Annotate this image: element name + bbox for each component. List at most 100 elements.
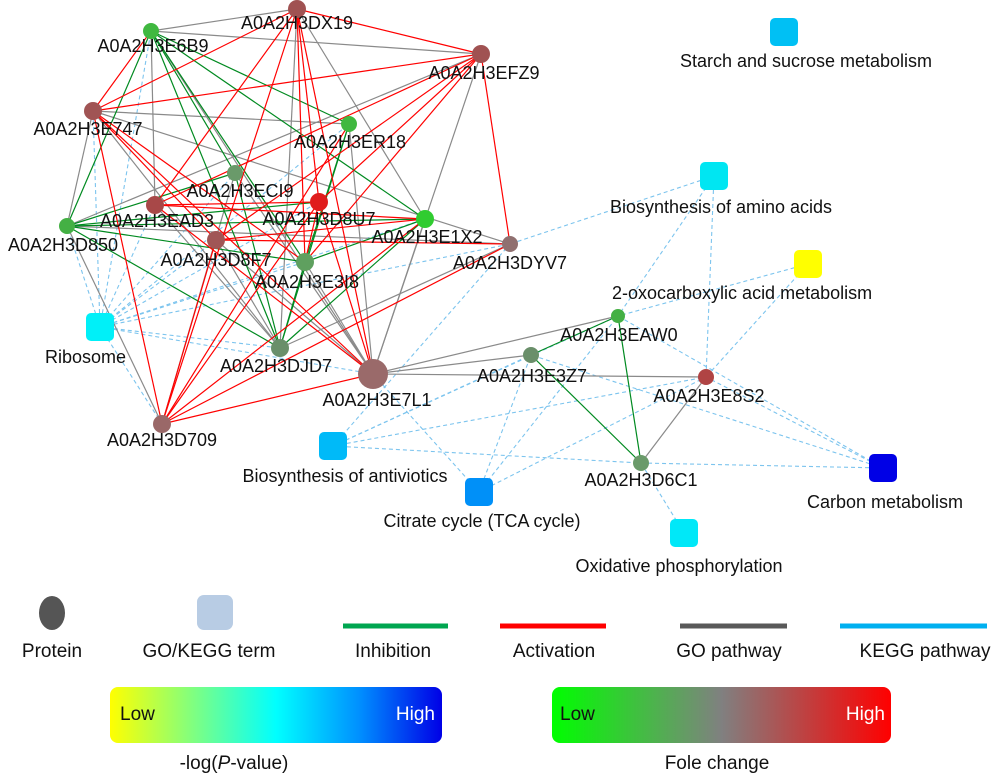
inhibition-edge bbox=[530, 315, 619, 356]
inhibition-edge bbox=[234, 172, 281, 349]
activation-edge bbox=[304, 201, 320, 263]
kegg-edge bbox=[705, 376, 884, 469]
go-edge bbox=[234, 172, 374, 375]
protein-label: A0A2H3EAW0 bbox=[560, 325, 677, 345]
term-node-citrate-cycle-tca-cycle[interactable] bbox=[465, 478, 493, 506]
inhibition-edge bbox=[66, 201, 320, 227]
activation-edge bbox=[480, 53, 511, 245]
activation-edge bbox=[296, 8, 306, 263]
kegg-edge bbox=[99, 30, 152, 328]
kegg-edge bbox=[99, 218, 426, 328]
inhibition-edge bbox=[150, 30, 236, 174]
protein-node-a0a2h3er18[interactable] bbox=[341, 116, 357, 132]
go-edge bbox=[150, 8, 298, 32]
protein-node-a0a2h3d6c1[interactable] bbox=[633, 455, 649, 471]
fold-change-gradient-bar bbox=[552, 687, 891, 743]
kegg-edge bbox=[332, 243, 511, 447]
term-node-biosynthesis-of-amino-acids[interactable] bbox=[700, 162, 728, 190]
activation-edge bbox=[92, 110, 163, 425]
protein-label: A0A2H3E8S2 bbox=[653, 386, 764, 406]
term-label: 2-oxocarboxylic acid metabolism bbox=[612, 283, 872, 303]
kegg-edge bbox=[99, 326, 281, 349]
term-label: Ribosome bbox=[45, 347, 126, 367]
go-edge bbox=[66, 225, 163, 425]
go-edge bbox=[66, 225, 511, 245]
kegg-edge bbox=[509, 175, 715, 245]
term-node-ribosome[interactable] bbox=[86, 313, 114, 341]
protein-label: A0A2H3ER18 bbox=[294, 132, 406, 152]
activation-edge bbox=[154, 53, 482, 206]
term-label: Biosynthesis of amino acids bbox=[610, 197, 832, 217]
go-edge bbox=[150, 30, 156, 206]
activation-edge bbox=[215, 239, 511, 245]
legend-protein-label: Protein bbox=[22, 641, 82, 662]
go-edge bbox=[279, 8, 298, 349]
protein-node-a0a2h3e7l1[interactable] bbox=[358, 359, 388, 389]
protein-node-a0a2h3d850[interactable] bbox=[59, 218, 75, 234]
inhibition-edge bbox=[66, 225, 306, 263]
protein-node-a0a2h3e3i8[interactable] bbox=[296, 253, 314, 271]
protein-label: A0A2H3EFZ9 bbox=[428, 63, 539, 83]
protein-node-a0a2h3e747[interactable] bbox=[84, 102, 102, 120]
protein-node-a0a2h3e3z7[interactable] bbox=[523, 347, 539, 363]
protein-node-a0a2h3eci9[interactable] bbox=[227, 165, 243, 181]
inhibition-edge bbox=[150, 30, 350, 125]
protein-label: A0A2H3D709 bbox=[107, 430, 217, 450]
inhibition-edge bbox=[279, 218, 426, 349]
inhibition-edge bbox=[150, 30, 281, 349]
kegg-edge bbox=[372, 373, 480, 493]
inhibition-edge bbox=[150, 30, 426, 220]
inhibition-edge bbox=[66, 225, 281, 349]
legend-go-label: GO pathway bbox=[676, 641, 782, 662]
activation-edge bbox=[161, 218, 426, 425]
go-edge bbox=[66, 53, 482, 227]
term-node-carbon-metabolism[interactable] bbox=[869, 454, 897, 482]
term-node-oxidative-phosphorylation[interactable] bbox=[670, 519, 698, 547]
kegg-edge bbox=[332, 376, 707, 447]
protein-node-a0a2h3d8f7[interactable] bbox=[207, 231, 225, 249]
protein-node-a0a2h3djd7[interactable] bbox=[271, 339, 289, 357]
activation-edge bbox=[92, 110, 306, 263]
term-node-2-oxocarboxylic-acid-metabolism[interactable] bbox=[794, 250, 822, 278]
go-edge bbox=[215, 239, 281, 349]
protein-node-a0a2h3d709[interactable] bbox=[153, 415, 171, 433]
inhibition-edge bbox=[66, 218, 426, 227]
protein-label: A0A2H3D6C1 bbox=[584, 470, 697, 490]
activation-edge bbox=[154, 201, 320, 206]
activation-edge bbox=[161, 8, 298, 425]
kegg-edge bbox=[478, 315, 619, 493]
legend-protein-icon bbox=[39, 596, 65, 630]
pvalue-high-label: High bbox=[396, 704, 435, 725]
term-node-starch-and-sucrose-metabolism[interactable] bbox=[770, 18, 798, 46]
protein-node-a0a2h3e6b9[interactable] bbox=[143, 23, 159, 39]
go-edge bbox=[372, 315, 619, 375]
kegg-edge bbox=[99, 172, 236, 328]
protein-node-a0a2h3d8u7[interactable] bbox=[310, 193, 328, 211]
protein-node-a0a2h3eaw0[interactable] bbox=[611, 309, 625, 323]
go-edge bbox=[640, 376, 707, 464]
protein-node-a0a2h3dyv7[interactable] bbox=[502, 236, 518, 252]
protein-node-a0a2h3e8s2[interactable] bbox=[698, 369, 714, 385]
go-edge bbox=[92, 110, 350, 125]
fold-change-caption: Fole change bbox=[665, 753, 770, 774]
kegg-edge bbox=[705, 175, 715, 378]
term-node-biosynthesis-of-antiviotics[interactable] bbox=[319, 432, 347, 460]
protein-node-a0a2h3e1x2[interactable] bbox=[416, 210, 434, 228]
activation-edge bbox=[161, 243, 511, 425]
activation-edge bbox=[318, 201, 374, 375]
protein-label: A0A2H3E3Z7 bbox=[477, 366, 587, 386]
protein-node-a0a2h3ead3[interactable] bbox=[146, 196, 164, 214]
edges-layer bbox=[66, 8, 884, 534]
protein-label: A0A2H3D8U7 bbox=[262, 209, 375, 229]
pvalue-low-label: Low bbox=[120, 704, 155, 725]
protein-label: A0A2H3E747 bbox=[33, 119, 142, 139]
protein-node-a0a2h3efz9[interactable] bbox=[472, 45, 490, 63]
activation-edge bbox=[318, 53, 482, 203]
protein-label: A0A2H3E1X2 bbox=[371, 227, 482, 247]
activation-edge bbox=[296, 8, 374, 375]
go-edge bbox=[296, 8, 426, 220]
go-edge bbox=[304, 261, 374, 375]
activation-edge bbox=[161, 123, 350, 425]
protein-node-a0a2h3dx19[interactable] bbox=[288, 0, 306, 18]
